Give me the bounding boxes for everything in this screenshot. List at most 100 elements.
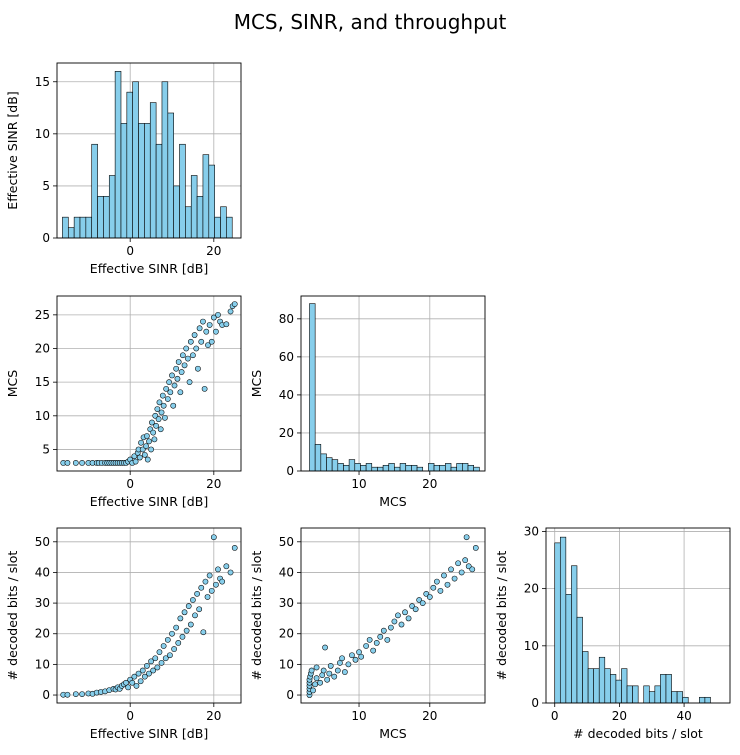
y-tick-label: 40	[35, 565, 50, 579]
histogram-bar	[671, 691, 678, 703]
scatter-point	[215, 311, 221, 318]
y-tick-label: 50	[35, 535, 50, 549]
histogram-bar	[682, 696, 689, 703]
histogram-bar	[433, 464, 441, 471]
chart-mcs_hist: 10 20 0 20 40 60 80 MCS MCS	[249, 295, 486, 509]
histogram-bar	[704, 696, 711, 703]
x-axis-label: MCS	[379, 494, 407, 509]
scatter-point	[308, 667, 315, 674]
scatter-point	[205, 342, 211, 349]
scatter-point	[162, 655, 169, 662]
scatter-point	[200, 318, 206, 325]
scatter-point	[463, 534, 470, 541]
y-tick-label: 10	[35, 127, 50, 141]
scatter-point	[167, 652, 173, 659]
histogram-bar	[593, 668, 600, 703]
histogram-bar	[445, 463, 452, 471]
y-tick-label: 30	[279, 596, 294, 610]
scatter-point	[166, 379, 172, 386]
scatter-point	[162, 414, 168, 421]
scatter-point	[72, 460, 79, 466]
histogram-bar	[320, 453, 327, 471]
histogram-bar	[456, 463, 463, 471]
scatter-point	[208, 338, 215, 345]
histogram-bar	[626, 685, 633, 703]
scatter-point	[146, 670, 152, 677]
scatter-point	[313, 664, 320, 671]
y-tick-label: 20	[279, 627, 294, 641]
x-tick-label: 0	[126, 244, 134, 258]
scatter-point	[210, 314, 217, 321]
scatter-point	[186, 379, 193, 386]
y-tick-label: 30	[524, 524, 539, 538]
scatter-point	[164, 636, 171, 643]
scatter-point	[196, 606, 203, 613]
scatter-point	[363, 643, 369, 649]
plot-area	[60, 301, 238, 466]
scatter-point	[193, 345, 200, 352]
scatter-point	[164, 396, 171, 402]
scatter-point	[178, 369, 185, 375]
x-axis-label: Effective SINR [dB]	[90, 261, 208, 276]
scatter-point	[131, 453, 138, 460]
scatter-point	[192, 612, 198, 619]
histogram-bar	[226, 216, 233, 238]
scatter-point	[312, 681, 319, 688]
histogram-bar	[85, 216, 93, 238]
histogram-bar	[343, 464, 350, 471]
scatter-point	[223, 321, 230, 328]
scatter-point	[169, 372, 175, 379]
histogram-bar	[654, 685, 661, 703]
y-tick-label: 15	[35, 75, 50, 89]
y-tick-label: 10	[35, 409, 50, 423]
scatter-point	[183, 627, 190, 634]
y-tick-label: 5	[42, 442, 50, 456]
y-tick-label: 20	[279, 426, 294, 440]
plot-area	[62, 71, 233, 238]
y-tick-label: 40	[279, 388, 294, 402]
chart-bits_vs_sinr: 0 20 0 10 20 30 40 50 Effective SINR [dB] # decod…	[5, 527, 242, 741]
histogram-bar	[394, 466, 401, 471]
scatter-point	[472, 545, 479, 551]
scatter-point	[310, 687, 316, 694]
histogram-bar	[610, 674, 617, 703]
histogram-bar	[114, 71, 122, 238]
scatter-point	[131, 673, 138, 680]
scatter-point	[169, 630, 175, 637]
histogram-bar	[371, 466, 378, 471]
scatter-point	[206, 322, 213, 328]
scatter-point	[204, 594, 211, 600]
y-axis-label: MCS	[5, 370, 20, 398]
scatter-point	[451, 575, 458, 582]
scatter-point	[227, 569, 234, 576]
histogram-bar	[190, 175, 198, 238]
scatter-point	[426, 594, 433, 600]
scatter-point	[402, 609, 408, 616]
scatter-point	[349, 652, 355, 659]
scatter-point	[144, 456, 151, 463]
y-tick-label: 0	[42, 688, 50, 702]
scatter-point	[156, 649, 163, 655]
histogram-bar	[576, 616, 583, 703]
x-tick-label: 20	[422, 477, 437, 491]
histogram-bar	[132, 81, 139, 238]
scatter-point	[187, 621, 194, 628]
y-tick-label: 0	[286, 688, 294, 702]
histogram-bar	[62, 216, 69, 238]
scatter-point	[215, 566, 221, 573]
histogram-bar	[337, 463, 344, 471]
scatter-point	[202, 578, 209, 585]
histogram-bar	[615, 679, 622, 703]
scatter-point	[173, 365, 180, 372]
scatter-point	[138, 439, 144, 446]
y-tick-label: 15	[35, 375, 50, 389]
histogram-bar	[167, 112, 174, 238]
scatter-point	[324, 676, 331, 683]
histogram-bar	[450, 466, 457, 471]
scatter-point	[149, 419, 155, 426]
histogram-bar	[103, 196, 110, 238]
scatter-point	[136, 454, 143, 461]
scatter-point	[143, 443, 149, 449]
scatter-point	[337, 659, 343, 666]
